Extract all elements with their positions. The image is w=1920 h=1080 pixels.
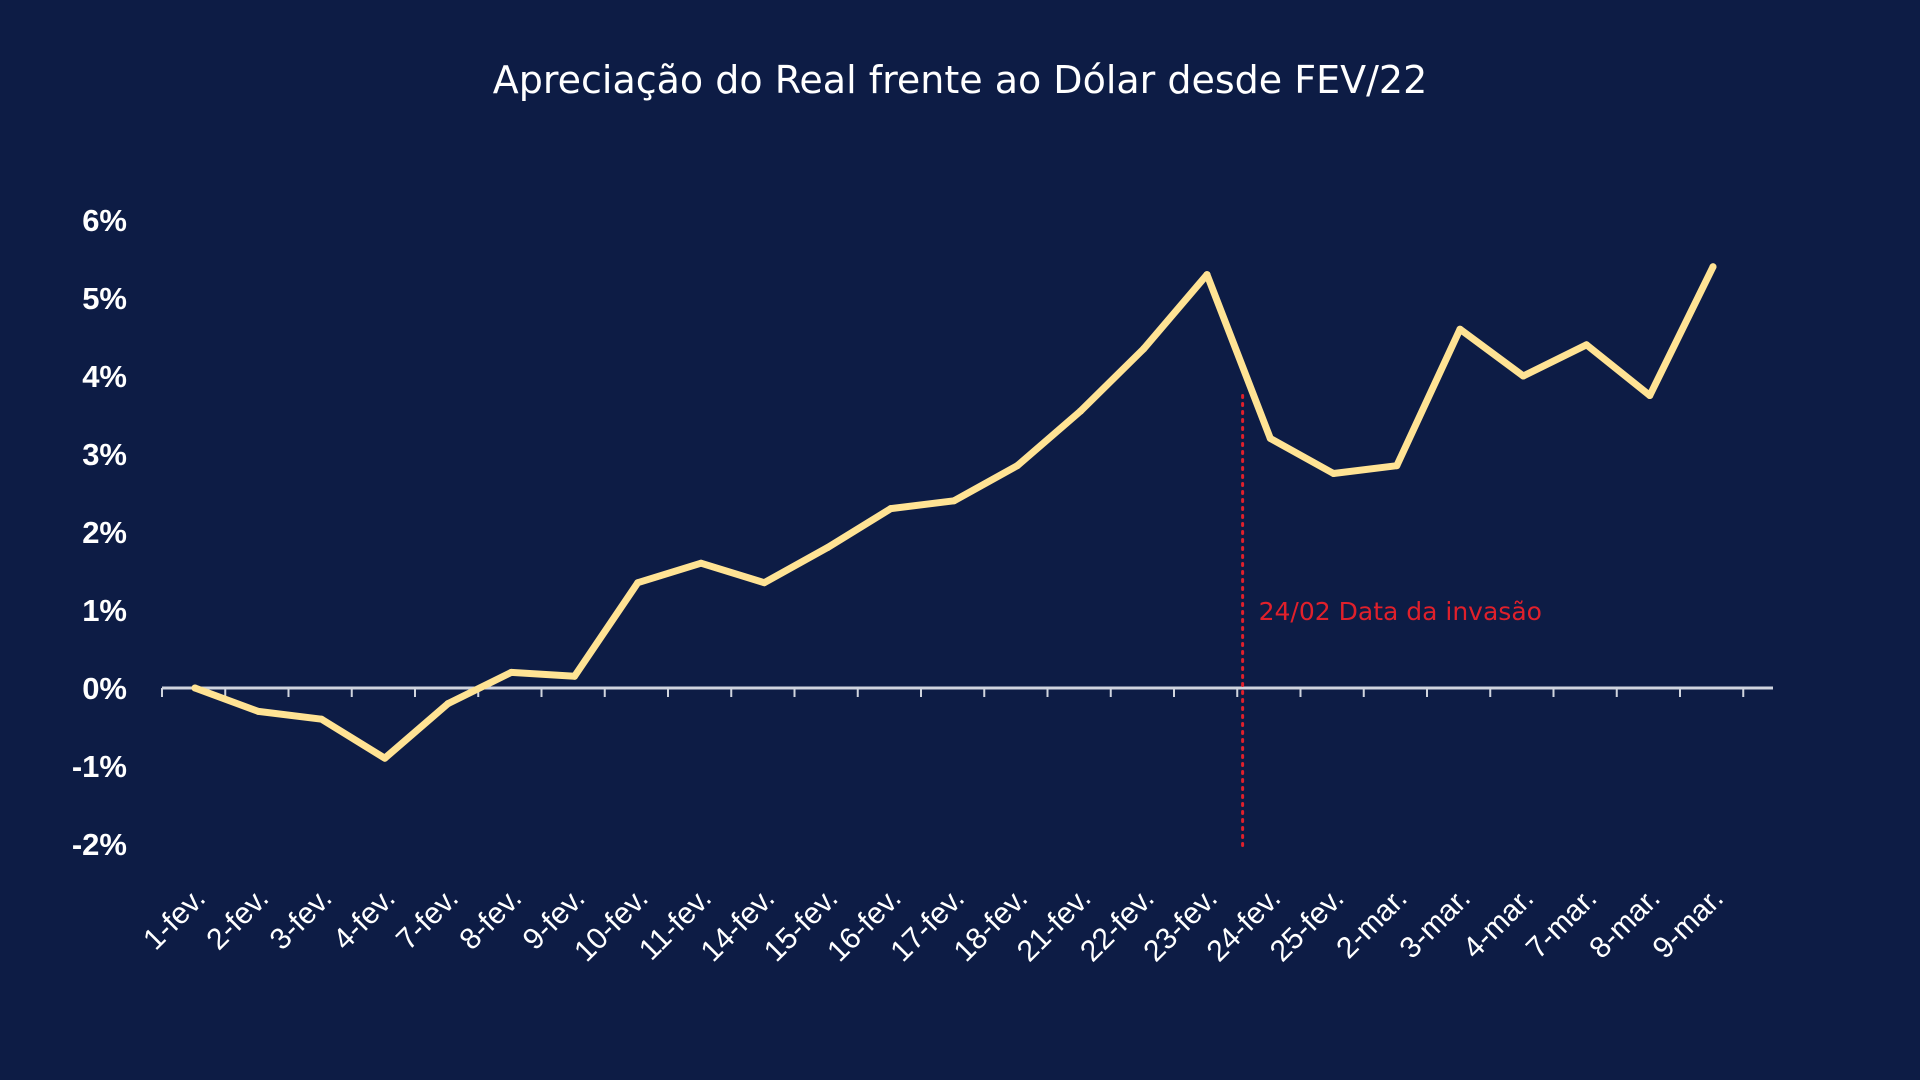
y-tick-label: 4% — [82, 359, 127, 394]
data-point — [1456, 325, 1464, 333]
y-tick-label: 3% — [82, 437, 127, 472]
y-tick-label: 5% — [82, 281, 127, 316]
data-point — [1077, 407, 1084, 415]
x-tick-label: 1-fev. — [137, 882, 212, 957]
y-tick-label: 0% — [82, 671, 127, 706]
x-tick-label: 3-fev. — [264, 882, 339, 957]
data-point — [1330, 470, 1337, 477]
y-tick-label: -1% — [72, 749, 127, 784]
data-point — [1583, 341, 1590, 349]
x-tick-label: 8-fev. — [453, 882, 528, 957]
data-point — [887, 505, 895, 513]
y-tick-label: 1% — [82, 593, 127, 628]
data-point — [1519, 372, 1527, 380]
data-point — [571, 672, 578, 680]
data-point — [1013, 462, 1021, 470]
chart-title: Apreciação do Real frente ao Dólar desde… — [492, 58, 1428, 102]
series-line — [191, 263, 1717, 762]
data-point — [318, 715, 325, 723]
x-tick-label: 7-mar. — [1520, 882, 1603, 965]
data-point — [1266, 434, 1274, 442]
data-point — [254, 707, 262, 715]
invasion-annotation: 24/02 Data da invasão — [1259, 597, 1542, 626]
x-tick-label: 2-fev. — [200, 882, 275, 957]
data-point — [1393, 462, 1401, 470]
y-tick-label: 6% — [82, 203, 127, 238]
x-tick-label: 9-mar. — [1646, 882, 1729, 965]
data-point — [1709, 263, 1717, 271]
data-point — [824, 544, 831, 552]
data-point — [760, 579, 768, 587]
data-point — [950, 497, 958, 505]
data-point — [634, 579, 642, 587]
data-point — [1140, 345, 1148, 353]
y-tick-label: 2% — [82, 515, 127, 550]
data-point — [1646, 392, 1654, 399]
x-tick-label: 7-fev. — [390, 882, 465, 957]
x-tick-label: 4-fev. — [327, 882, 402, 957]
y-tick-label: -2% — [72, 827, 127, 862]
x-tick-label: 4-mar. — [1457, 882, 1540, 965]
data-point — [444, 700, 452, 708]
data-point — [507, 668, 515, 676]
data-point — [381, 754, 389, 762]
data-point — [191, 684, 199, 692]
x-tick-label: 8-mar. — [1583, 882, 1666, 965]
x-tick-label: 3-mar. — [1393, 882, 1476, 965]
data-point — [1203, 271, 1211, 279]
data-point — [697, 559, 705, 567]
x-tick-label: 2-mar. — [1330, 882, 1413, 965]
